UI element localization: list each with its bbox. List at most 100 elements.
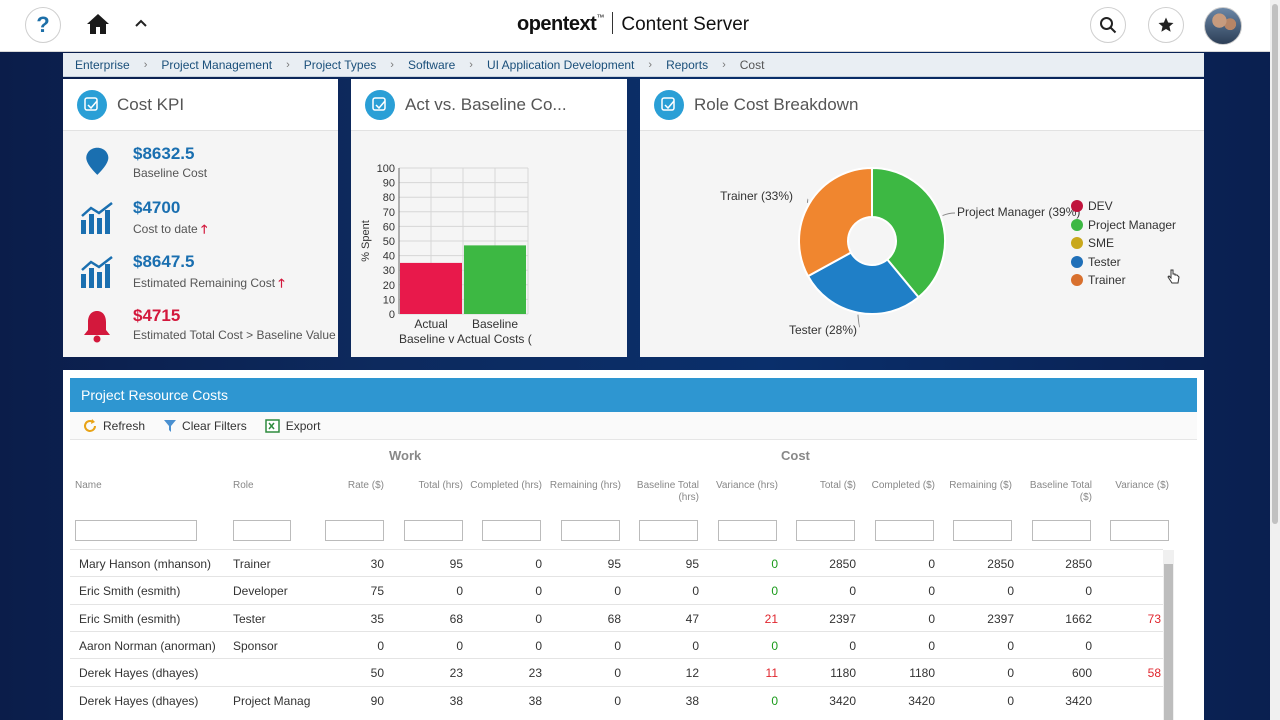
column-filter-input[interactable]: [796, 520, 855, 541]
grid-title: Project Resource Costs: [70, 378, 1197, 412]
column-header[interactable]: Name: [75, 480, 102, 491]
cell-total-hrs: 38: [449, 693, 463, 708]
cell-baseline-cost: 2850: [1065, 557, 1092, 571]
table-row[interactable]: Aaron Norman (anorman) Sponsor 0 0 0 0 0 0 0 0 0 0: [70, 630, 1163, 658]
report-icon: [654, 89, 684, 120]
work-group-label: Work: [389, 448, 422, 463]
search-button[interactable]: [1090, 7, 1126, 43]
legend-item-dev[interactable]: DEV: [1071, 199, 1113, 213]
column-header[interactable]: Role: [233, 480, 254, 491]
breadcrumb-cost: Cost: [739, 57, 765, 72]
column-header[interactable]: Rate ($): [347, 480, 384, 491]
column-filter-input[interactable]: [875, 520, 934, 541]
legend-item-project-manager[interactable]: Project Manager: [1071, 218, 1176, 232]
clear-filters-button[interactable]: Clear Filters: [163, 418, 247, 434]
y-tick-label: 90: [383, 178, 395, 190]
table-row[interactable]: Derek Hayes (dhayes) Project Manag 90 38 38 0…: [70, 685, 1163, 713]
column-filter-input[interactable]: [1032, 520, 1091, 541]
favorites-button[interactable]: [1148, 7, 1184, 43]
column-filter-input[interactable]: [561, 520, 620, 541]
top-bar: ? opentext™ Content Server: [0, 0, 1270, 52]
cell-rate: 50: [370, 666, 384, 681]
export-button[interactable]: Export: [264, 418, 320, 434]
y-tick-label: 0: [389, 309, 395, 321]
table-row[interactable]: Derek Hayes (dhayes) 50 23 23 0 12 11 1180 1180 0…: [70, 658, 1163, 685]
cell-baseline-cost: 1662: [1065, 611, 1092, 626]
cell-variance-cost: 58: [1147, 666, 1161, 681]
column-filter-input[interactable]: [718, 520, 777, 541]
report-icon: [77, 89, 107, 120]
chevron-right-icon: ›: [469, 58, 473, 71]
brand-logo: opentext™ Content Server: [517, 12, 749, 36]
y-tick-label: 40: [383, 251, 395, 263]
cell-completed-cost: 0: [928, 638, 935, 653]
cell-completed-hrs: 0: [535, 611, 542, 626]
breadcrumb-ui-app-dev[interactable]: UI Application Development: [486, 57, 635, 72]
column-filter-input[interactable]: [639, 520, 698, 541]
column-header[interactable]: Variance (hrs): [715, 480, 778, 491]
column-header[interactable]: Total (hrs): [418, 480, 463, 491]
breadcrumb-reports[interactable]: Reports: [666, 57, 709, 72]
product-name: Content Server: [621, 14, 750, 35]
legend-item-tester[interactable]: Tester: [1071, 255, 1121, 269]
cell-rate: 90: [370, 693, 384, 708]
page-scrollbar[interactable]: [1270, 0, 1280, 720]
table-row[interactable]: Eric Smith (esmith) Tester 35 68 0 68 47 21 2397…: [70, 603, 1163, 631]
cell-total-cost: 0: [849, 638, 856, 653]
column-header[interactable]: Remaining (hrs): [549, 480, 621, 491]
column-filter-input[interactable]: [1110, 520, 1169, 541]
legend-swatch: [1071, 200, 1083, 212]
column-header[interactable]: Variance ($): [1115, 480, 1169, 491]
column-filter-input[interactable]: [233, 520, 291, 541]
kpi-value: $8647.5: [133, 252, 195, 271]
home-icon[interactable]: [86, 13, 110, 35]
legend-label: Trainer: [1088, 273, 1126, 287]
pie-slice-project-manager: [871, 166, 946, 299]
column-header[interactable]: Completed ($): [871, 480, 935, 491]
kpi-label: Estimated Total Cost > Baseline Value: [133, 328, 336, 342]
column-header[interactable]: Total ($): [819, 480, 856, 491]
column-header[interactable]: Baseline Total (hrs): [636, 480, 699, 503]
user-avatar[interactable]: [1204, 7, 1242, 45]
y-tick-label: 30: [383, 265, 395, 277]
cell-total-hrs: 95: [449, 557, 463, 571]
chevron-up-icon[interactable]: [134, 16, 148, 30]
column-header[interactable]: Baseline Total ($): [1029, 480, 1092, 503]
breadcrumb-project-management[interactable]: Project Management: [161, 57, 273, 72]
cell-completed-hrs: 0: [535, 638, 542, 653]
y-tick-label: 60: [383, 221, 395, 233]
cell-remaining-cost: 0: [1007, 584, 1014, 599]
table-row[interactable]: Eric Smith (esmith) Developer 75 0 0 0 0 0 0 0 0 0: [70, 576, 1163, 603]
column-filter-input[interactable]: [325, 520, 384, 541]
kpi-label: Estimated Remaining Cost 🡑: [133, 276, 285, 290]
breadcrumb-enterprise[interactable]: Enterprise: [75, 57, 130, 72]
cell-remaining-cost: 0: [1007, 638, 1014, 653]
chevron-right-icon: ›: [286, 58, 290, 71]
brand-tm: ™: [596, 13, 605, 22]
legend-item-sme[interactable]: SME: [1071, 236, 1114, 250]
table-row[interactable]: Mary Hanson (mhanson) Trainer 30 95 0 95 95 0 28…: [70, 549, 1163, 576]
breadcrumb: Enterprise › Project Management › Project …: [63, 53, 1204, 77]
column-filter-input[interactable]: [75, 520, 197, 541]
grid-scrollbar[interactable]: [1163, 550, 1174, 720]
cell-baseline-hrs: 38: [685, 693, 699, 708]
column-header[interactable]: Remaining ($): [949, 480, 1012, 491]
bar-chart-icon: [81, 256, 113, 288]
cell-total-cost: 2850: [829, 557, 856, 571]
pie-label-connector: [857, 314, 861, 328]
column-filter-input[interactable]: [482, 520, 541, 541]
breadcrumb-software[interactable]: Software: [407, 57, 456, 72]
kpi-total-cost: $4715 Estimated Total Cost > Baseline Va…: [63, 304, 338, 354]
legend-item-trainer[interactable]: Trainer: [1071, 273, 1126, 287]
column-filter-input[interactable]: [404, 520, 463, 541]
breadcrumb-project-types[interactable]: Project Types: [303, 57, 377, 72]
column-header[interactable]: Completed (hrs): [470, 480, 542, 491]
cell-baseline-cost: 600: [1071, 666, 1092, 681]
y-tick-label: 100: [377, 163, 395, 175]
cell-rate: 35: [370, 611, 384, 626]
cell-baseline-cost: 0: [1085, 584, 1092, 599]
refresh-button[interactable]: Refresh: [82, 418, 145, 434]
column-filter-input[interactable]: [953, 520, 1012, 541]
help-button[interactable]: ?: [25, 7, 61, 43]
cell-remaining-cost: 0: [1007, 666, 1014, 681]
